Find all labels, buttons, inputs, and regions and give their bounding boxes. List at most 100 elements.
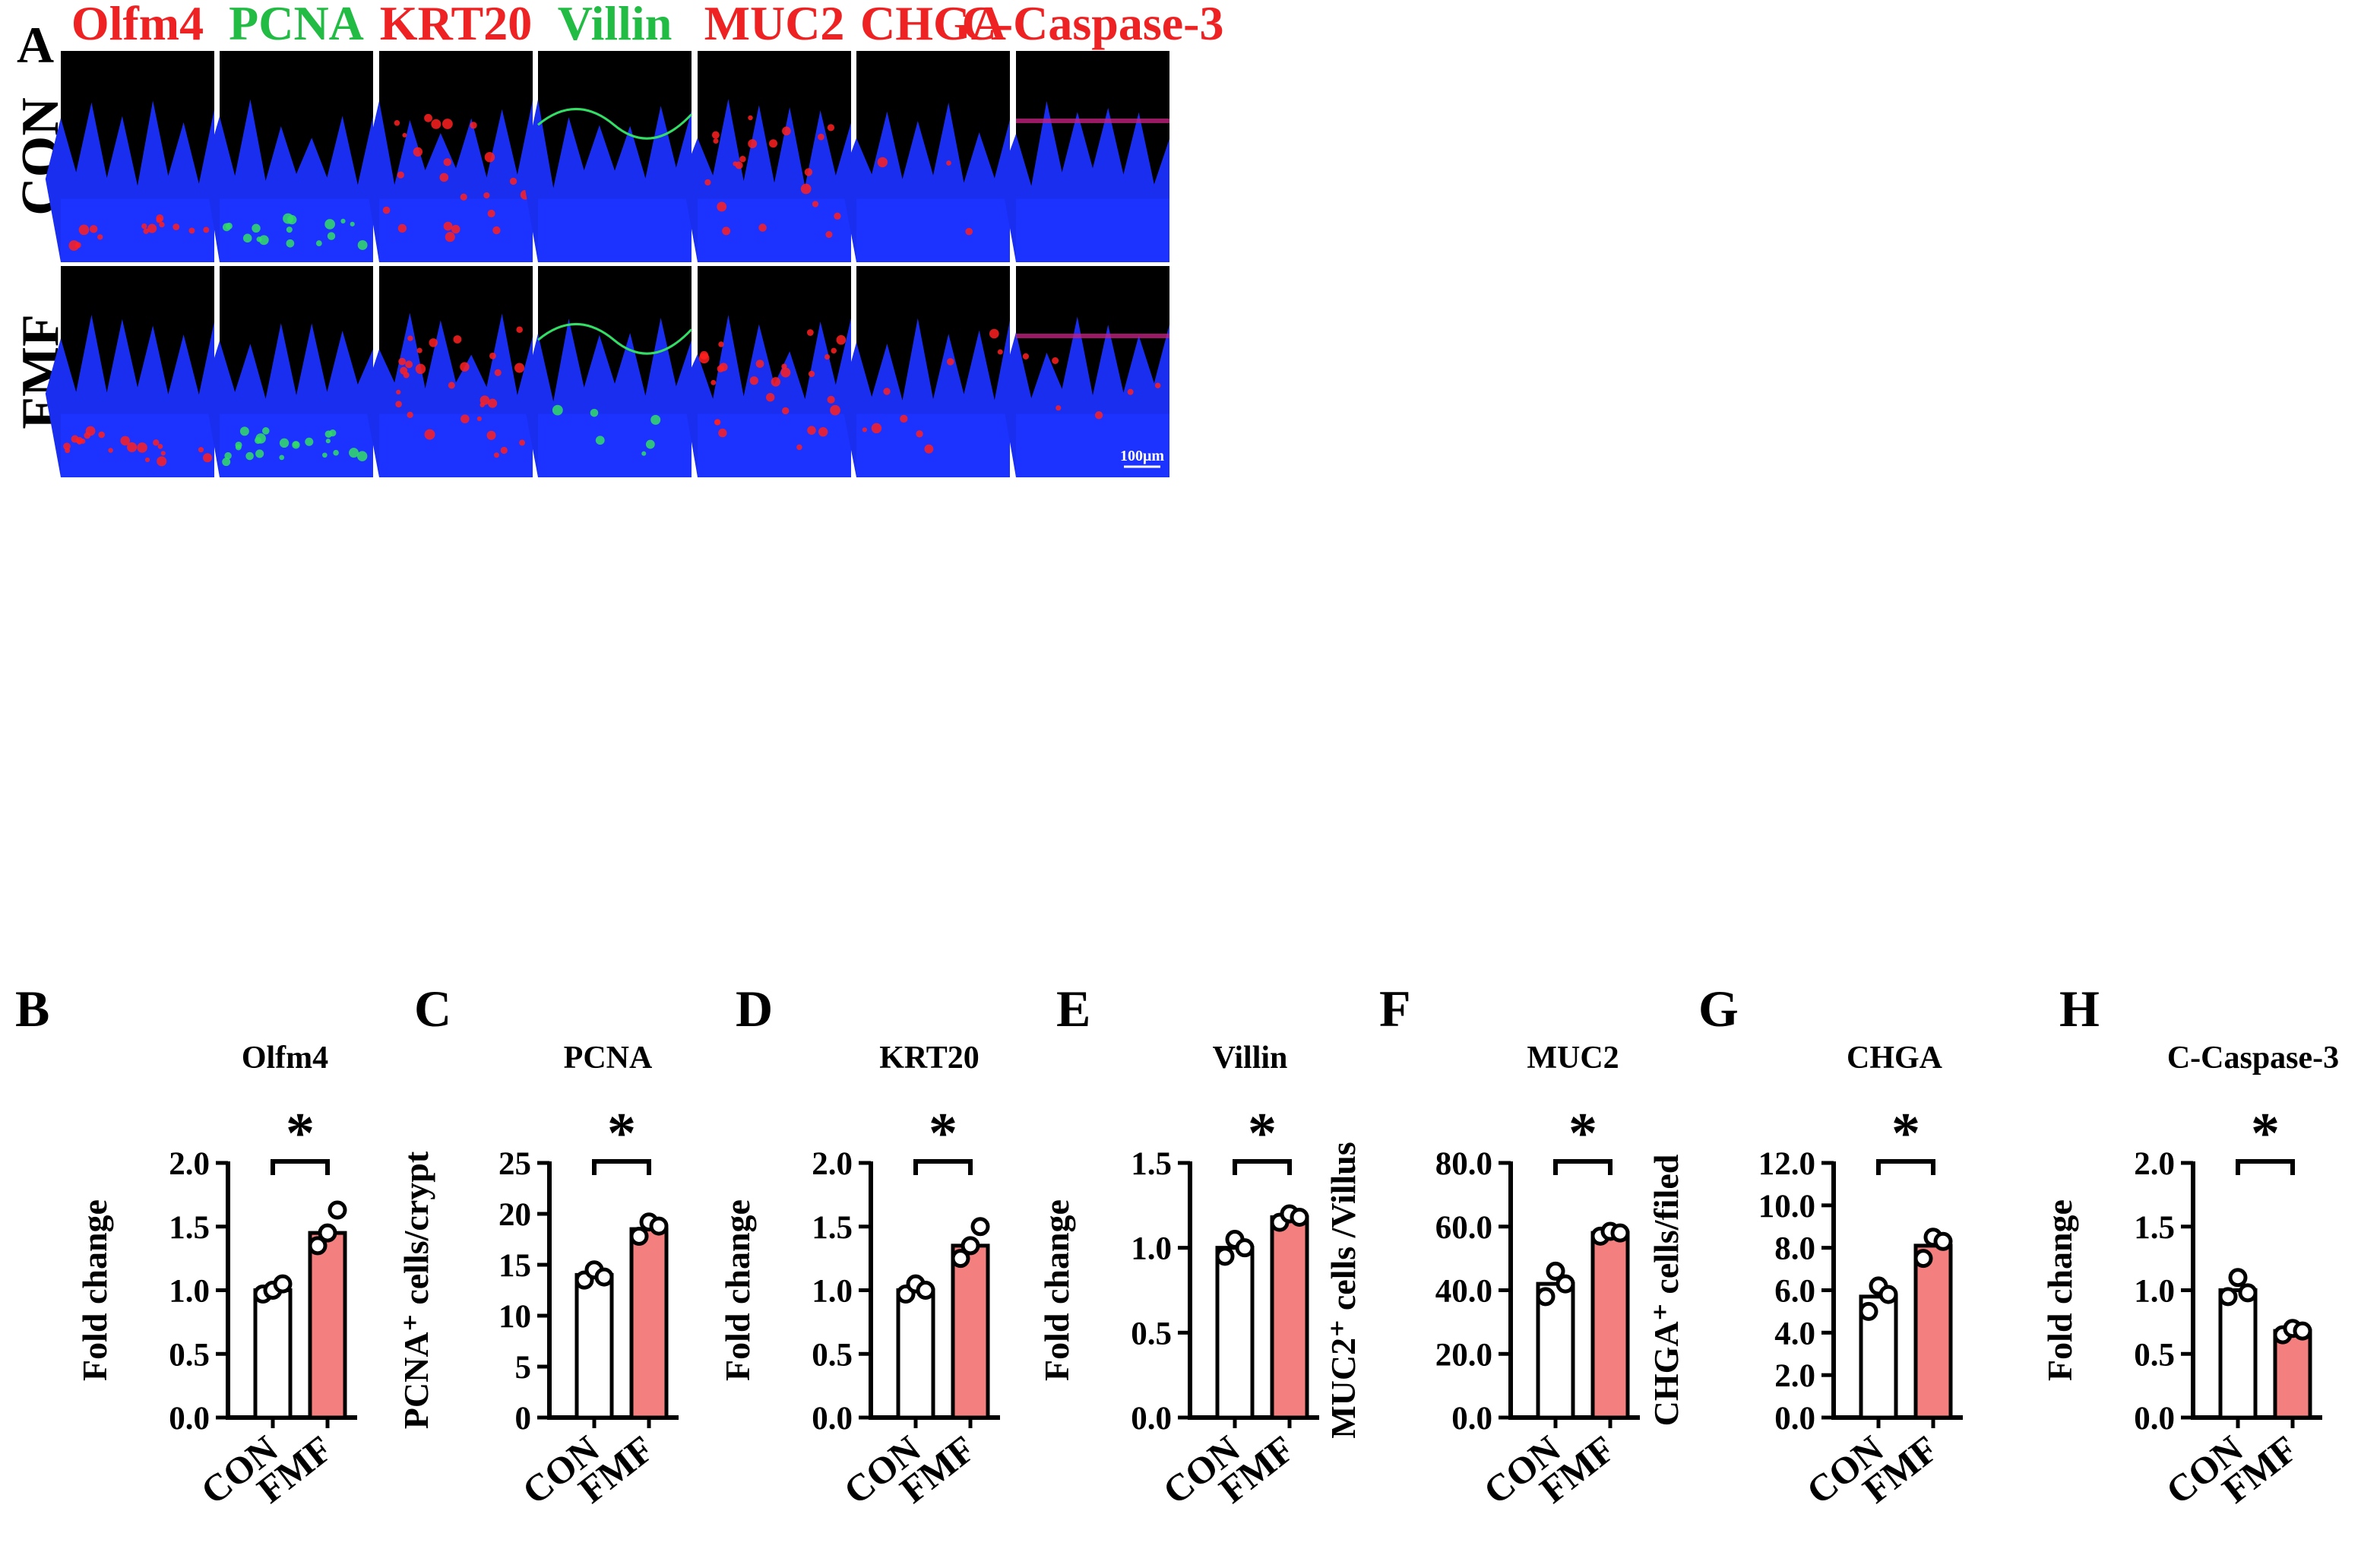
bar-con (253, 1288, 293, 1420)
stain-signal (516, 326, 523, 333)
y-axis-label: PCNA⁺ cells/crypt (397, 1151, 435, 1429)
y-tick-label: 0.5 (1131, 1316, 1172, 1351)
stain-signal (329, 429, 337, 437)
y-axis-label: Fold change (718, 1199, 757, 1381)
micrograph-fmf-chga (840, 266, 1010, 477)
stain-signal (782, 126, 791, 136)
micrograph-fmf-villin (522, 266, 693, 477)
stain-signal (484, 152, 495, 163)
stain-signal (396, 389, 401, 395)
stain-signal (325, 439, 331, 444)
bar-con (1536, 1281, 1575, 1420)
data-point (1536, 1287, 1556, 1307)
panel-letter: D (736, 980, 773, 1038)
y-tick-label: 2.0 (169, 1146, 210, 1182)
stain-signal (965, 227, 973, 236)
y-tick-label: 0 (515, 1401, 532, 1437)
stain-signal (460, 362, 470, 372)
y-tick-label: 0.0 (169, 1401, 210, 1437)
stain-signal (395, 401, 402, 408)
stain-signal (407, 335, 413, 341)
micrograph-grid: 100μm (45, 51, 1169, 477)
stain-title: C-Caspase-3 (962, 0, 1224, 50)
y-tick-label: 20 (498, 1197, 531, 1233)
stain-signal (315, 240, 322, 247)
y-axis-label: CHGA⁺ cells/filed (1647, 1154, 1685, 1426)
stain-signal (781, 363, 787, 369)
y-tick-label: 0.0 (1131, 1401, 1172, 1437)
stain-signal (711, 379, 717, 385)
significance-star: * (607, 1101, 636, 1165)
data-point (1878, 1285, 1898, 1304)
y-tick-label: 2.0 (1774, 1358, 1815, 1394)
stain-signal (946, 160, 951, 166)
y-tick-label: 40.0 (1435, 1274, 1492, 1310)
stain-signal (403, 372, 410, 379)
stain-signal (806, 329, 814, 336)
stain-signal (108, 448, 113, 453)
y-tick-label: 2.0 (812, 1146, 853, 1182)
stain-signal (453, 335, 462, 344)
panel-letter: G (1698, 980, 1739, 1038)
stain-title: MUC2 (704, 0, 845, 50)
stain-signal (717, 201, 727, 212)
stain-signal (397, 171, 404, 179)
stain-signal (519, 439, 525, 446)
stain-signal (74, 242, 81, 249)
tissue-crypt-layer (220, 198, 373, 262)
y-tick-label: 12.0 (1758, 1146, 1815, 1182)
y-axis-label: Fold change (1037, 1199, 1076, 1381)
stain-signal (340, 218, 346, 224)
y-tick-label: 1.0 (2134, 1274, 2175, 1310)
significance-bracket (1233, 1159, 1292, 1175)
stain-signal (322, 452, 328, 458)
stain-signal (443, 221, 453, 231)
stain-signal (489, 352, 496, 360)
y-tick-label: 1.5 (812, 1210, 853, 1246)
stain-signal (156, 217, 163, 223)
stain-signal (147, 223, 157, 233)
stain-signal (172, 223, 180, 230)
stain-signal (127, 442, 138, 452)
stain-signal (356, 451, 368, 461)
stain-signal (1022, 353, 1030, 360)
panel-letter: C (414, 980, 451, 1038)
chart-title: KRT20 (879, 1041, 980, 1076)
y-tick-label: 25 (498, 1146, 531, 1182)
y-tick-label: 1.5 (169, 1210, 210, 1246)
chart-title: MUC2 (1527, 1041, 1619, 1076)
micrograph-con-c-caspase-3 (1000, 51, 1169, 262)
stain-signal (739, 155, 746, 163)
chart-title: Villin (1213, 1041, 1288, 1076)
stain-signal (808, 370, 815, 378)
stain-signal (255, 433, 266, 444)
stain-signal (305, 437, 314, 446)
stain-signal (333, 449, 339, 456)
stain-signal (98, 431, 105, 439)
y-tick-label: 10.0 (1758, 1189, 1815, 1224)
stain-signal (63, 442, 71, 450)
stain-title: Olfm4 (71, 0, 204, 50)
significance-star: * (286, 1101, 315, 1165)
stain-signal (413, 147, 423, 157)
bar-fmf (1913, 1243, 1953, 1420)
data-point (1235, 1238, 1255, 1258)
tissue-crypt-layer (698, 413, 851, 477)
caspase-surface (1016, 118, 1169, 123)
stain-signal (514, 363, 525, 373)
bar-fmf (1270, 1215, 1309, 1420)
significance-star: * (2251, 1101, 2280, 1165)
data-point (273, 1274, 293, 1294)
stain-signal (239, 426, 249, 436)
stain-signal (492, 226, 501, 235)
micrograph-fmf-muc2 (682, 266, 851, 477)
stain-signal (800, 183, 812, 195)
significance-star: * (1248, 1101, 1277, 1165)
stain-signal (71, 435, 79, 443)
stain-signal (203, 227, 210, 233)
stain-signal (765, 393, 775, 402)
stain-signal (552, 404, 563, 416)
stain-signal (758, 223, 767, 232)
stain-signal (807, 426, 816, 435)
